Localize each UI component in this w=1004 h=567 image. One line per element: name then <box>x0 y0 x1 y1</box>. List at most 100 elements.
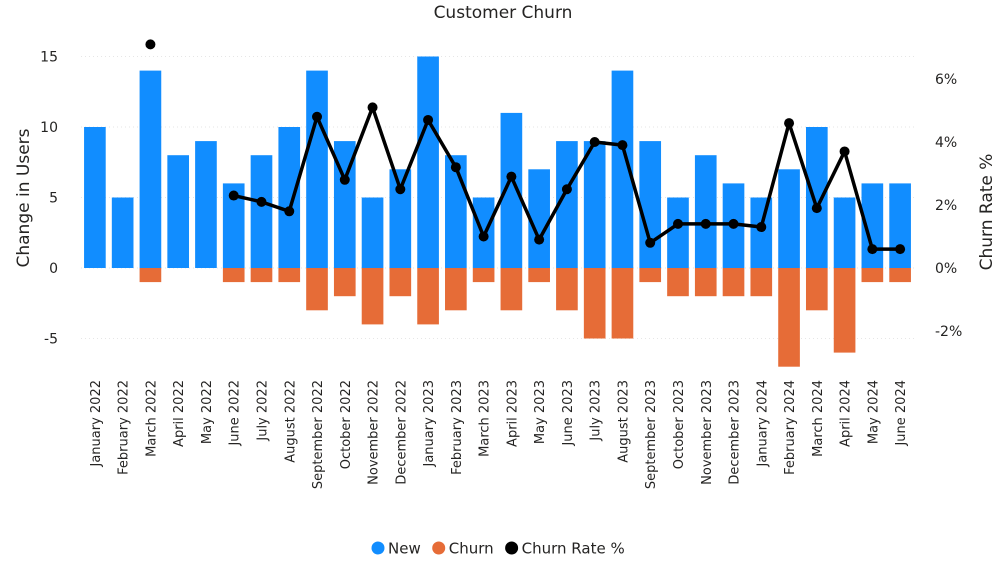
churn-rate-point <box>395 184 406 195</box>
y-axis-title: Change in Users <box>14 128 34 267</box>
bar-churn <box>278 268 301 283</box>
bar-churn <box>389 268 412 297</box>
x-tick-label: February 2022 <box>117 380 132 475</box>
bar-new <box>222 183 245 268</box>
bar-churn <box>445 268 467 311</box>
bar-new <box>195 141 217 268</box>
churn-rate-point <box>312 111 323 122</box>
bar-churn <box>250 268 273 283</box>
bar-churn <box>500 268 523 311</box>
legend-swatch <box>371 541 385 555</box>
x-tick-label: August 2022 <box>283 380 298 463</box>
bars-layer <box>84 56 911 367</box>
bar-churn <box>528 268 550 283</box>
churn-rate-point <box>728 218 739 229</box>
bar-new <box>333 141 356 268</box>
bar-churn <box>861 268 884 283</box>
y-tick-label: 0 <box>49 261 58 277</box>
bar-churn <box>889 268 911 283</box>
churn-rate-line-layer <box>145 39 906 255</box>
bar-new <box>139 70 162 268</box>
x-axis-category-labels: January 2022 February 2022 March 2022 April… <box>89 380 909 489</box>
x-tick-label: November 2022 <box>367 380 382 485</box>
y2-tick-label: 0% <box>935 261 957 277</box>
bar-churn <box>306 268 328 311</box>
x-tick-label: March 2024 <box>811 380 826 457</box>
x-tick-label: April 2023 <box>505 380 520 447</box>
churn-rate-point <box>478 231 489 242</box>
bar-churn <box>139 268 162 283</box>
bar-new <box>389 169 412 268</box>
bar-new <box>84 127 106 268</box>
churn-rate-point <box>145 39 156 50</box>
y2-axis-title: Churn Rate % <box>977 154 997 271</box>
bar-new <box>861 183 884 268</box>
y-tick-label: 5 <box>49 191 58 207</box>
bar-churn <box>361 268 384 325</box>
bar-churn <box>611 268 634 339</box>
x-tick-label: February 2024 <box>783 380 798 475</box>
x-tick-label: August 2023 <box>616 380 631 463</box>
y-tick-label: 10 <box>40 120 58 136</box>
legend-swatch <box>505 541 519 555</box>
bar-churn <box>667 268 689 297</box>
chart-title: Customer Churn <box>434 3 573 23</box>
x-tick-label: October 2022 <box>339 380 354 469</box>
bar-churn <box>417 268 439 325</box>
x-tick-label: January 2024 <box>755 380 770 468</box>
churn-rate-point <box>367 102 378 113</box>
x-tick-label: April 2024 <box>839 380 854 447</box>
bar-churn <box>833 268 856 353</box>
churn-rate-point <box>672 218 683 229</box>
legend-label: Churn <box>449 540 494 558</box>
churn-rate-point <box>423 114 434 125</box>
bar-new <box>417 56 439 268</box>
bar-churn <box>472 268 495 283</box>
churn-rate-point <box>784 118 795 129</box>
x-tick-label: March 2023 <box>478 380 493 457</box>
bar-churn <box>222 268 245 283</box>
churn-rate-point <box>450 162 461 173</box>
bar-new <box>667 197 689 268</box>
bar-new <box>778 169 800 268</box>
bar-churn <box>778 268 800 367</box>
x-tick-label: July 2022 <box>255 380 270 442</box>
bar-new <box>250 155 273 268</box>
churn-rate-point <box>617 140 628 151</box>
x-tick-label: April 2022 <box>172 380 187 447</box>
bar-churn <box>556 268 578 311</box>
y-tick-label: -5 <box>44 332 58 348</box>
bar-new <box>500 112 523 269</box>
bar-churn <box>805 268 828 311</box>
churn-rate-point <box>895 244 906 255</box>
bar-churn <box>333 268 356 297</box>
churn-rate-point <box>284 206 295 217</box>
x-tick-label: February 2023 <box>450 380 465 475</box>
legend: New Churn Churn Rate % <box>371 540 625 558</box>
bar-churn <box>750 268 773 297</box>
bar-new <box>805 127 828 268</box>
churn-rate-point <box>228 190 239 201</box>
legend-label: New <box>388 540 421 558</box>
churn-rate-point <box>811 203 822 214</box>
churn-rate-point <box>506 171 517 182</box>
churn-rate-point <box>645 237 656 248</box>
y2-tick-label: -2% <box>935 324 962 340</box>
bar-new <box>528 169 550 268</box>
x-tick-label: May 2022 <box>200 380 215 444</box>
bar-new <box>833 197 856 268</box>
bar-new <box>750 197 773 268</box>
churn-rate-point <box>867 244 878 255</box>
churn-rate-point <box>339 174 350 185</box>
y2-tick-label: 2% <box>935 198 957 214</box>
x-tick-label: May 2023 <box>533 380 548 444</box>
y2-tick-label: 6% <box>935 72 957 88</box>
x-tick-label: December 2022 <box>394 380 409 485</box>
churn-rate-point <box>561 184 572 195</box>
x-tick-label: June 2022 <box>228 380 243 447</box>
x-tick-label: September 2022 <box>311 380 326 489</box>
y2-axis-ticks: 6% 4% 2% 0% -2% <box>935 72 962 340</box>
bar-churn <box>583 268 606 339</box>
